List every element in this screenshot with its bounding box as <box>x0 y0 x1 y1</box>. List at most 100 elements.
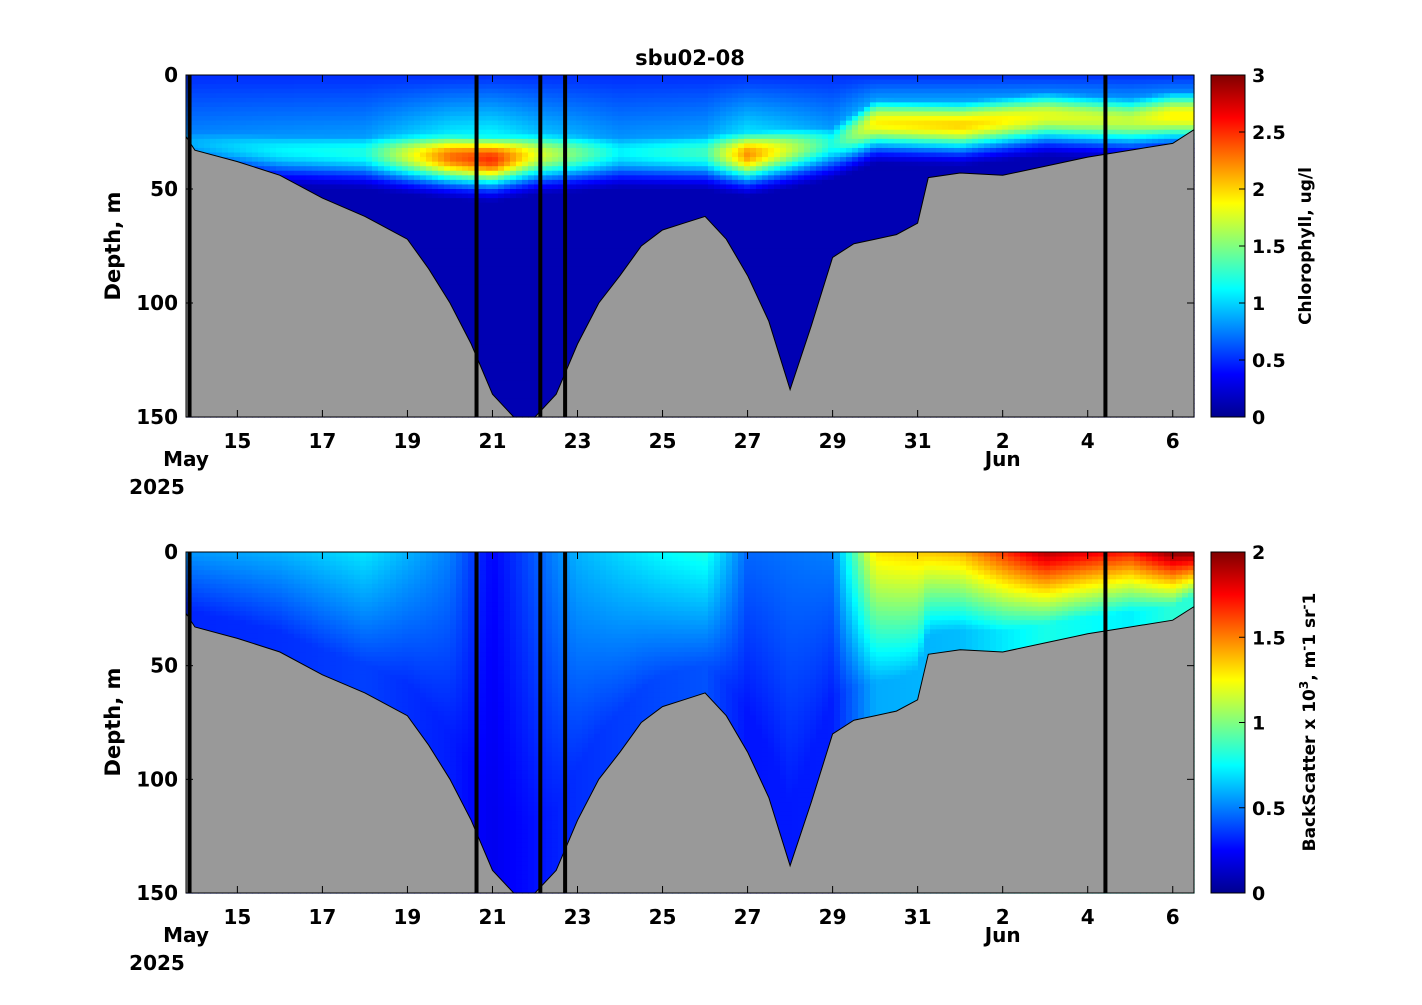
heatmap-cell <box>540 321 547 327</box>
heatmap-cell <box>360 79 367 85</box>
heatmap-cell <box>426 79 433 85</box>
heatmap-cell <box>546 325 553 331</box>
heatmap-cell <box>546 261 553 268</box>
heatmap-cell <box>486 202 493 208</box>
heatmap-cell <box>492 152 499 158</box>
heatmap-cell <box>534 157 541 163</box>
heatmap-cell <box>486 84 493 90</box>
heatmap-cell <box>438 207 445 213</box>
heatmap-cell <box>492 275 499 281</box>
heatmap-cell <box>462 111 469 117</box>
heatmap-cell <box>510 166 517 172</box>
heatmap-cell <box>510 116 517 122</box>
heatmap-cell <box>468 75 475 81</box>
heatmap-cell <box>504 284 511 290</box>
heatmap-cell <box>498 307 505 313</box>
heatmap-cell <box>480 75 487 81</box>
heatmap-cell <box>276 75 283 81</box>
heatmap-cell <box>276 134 283 140</box>
heatmap-cell <box>408 211 415 217</box>
heatmap-cell <box>354 93 361 99</box>
heatmap-cell <box>558 129 565 135</box>
heatmap-cell <box>546 366 553 372</box>
heatmap-cell <box>246 125 253 131</box>
heatmap-cell <box>516 321 523 327</box>
heatmap-cell <box>546 97 553 103</box>
heatmap-cell <box>432 266 439 272</box>
heatmap-cell <box>378 198 385 204</box>
heatmap-cell <box>504 385 511 391</box>
heatmap-cell <box>444 116 451 122</box>
heatmap-cell <box>480 220 487 227</box>
heatmap-cell <box>516 371 523 377</box>
heatmap-cell <box>264 138 271 144</box>
heatmap-cell <box>396 93 403 99</box>
heatmap-cell <box>486 271 493 277</box>
heatmap-cell <box>564 234 571 240</box>
heatmap-cell <box>504 207 511 213</box>
heatmap-cell <box>396 134 403 140</box>
heatmap-cell <box>426 220 433 227</box>
heatmap-cell <box>210 102 217 108</box>
heatmap-cell <box>504 120 511 126</box>
heatmap-cell <box>528 385 535 391</box>
heatmap-cell <box>570 234 577 240</box>
heatmap-cell <box>516 252 523 258</box>
heatmap-cell <box>390 179 397 186</box>
heatmap-cell <box>480 157 487 163</box>
heatmap-cell <box>516 170 523 176</box>
heatmap-cell <box>354 120 361 126</box>
heatmap-cell <box>396 129 403 135</box>
heatmap-cell <box>246 106 253 113</box>
heatmap-cell <box>582 93 589 99</box>
heatmap-cell <box>570 102 577 108</box>
heatmap-cell <box>450 184 457 190</box>
heatmap-cell <box>552 202 559 208</box>
heatmap-cell <box>570 79 577 85</box>
heatmap-cell <box>354 193 361 199</box>
heatmap-cell <box>552 385 559 391</box>
heatmap-cell <box>540 116 547 122</box>
heatmap-cell <box>528 344 535 350</box>
heatmap-cell <box>564 243 571 249</box>
heatmap-cell <box>546 330 553 336</box>
heatmap-cell <box>396 220 403 227</box>
heatmap-cell <box>348 161 355 167</box>
heatmap-cell <box>480 102 487 108</box>
heatmap-cell <box>210 79 217 85</box>
heatmap-cell <box>480 129 487 135</box>
heatmap-cell <box>264 111 271 117</box>
heatmap-cell <box>402 84 409 90</box>
heatmap-cell <box>438 175 445 181</box>
heatmap-cell <box>546 353 553 359</box>
heatmap-cell <box>354 129 361 135</box>
heatmap-cell <box>480 275 487 281</box>
heatmap-cell <box>198 116 205 122</box>
heatmap-cell <box>504 175 511 181</box>
heatmap-cell <box>240 93 247 99</box>
heatmap-cell <box>534 394 541 400</box>
heatmap-cell <box>516 189 523 195</box>
heatmap-cell <box>522 175 529 181</box>
heatmap-cell <box>462 239 469 245</box>
heatmap-cell <box>198 147 205 154</box>
heatmap-cell <box>468 312 475 318</box>
heatmap-cell <box>492 147 499 154</box>
heatmap-cell <box>480 357 487 363</box>
heatmap-cell <box>294 88 301 94</box>
heatmap-cell <box>546 79 553 85</box>
heatmap-cell <box>354 116 361 122</box>
heatmap-cell <box>432 271 439 277</box>
heatmap-cell <box>378 79 385 85</box>
heatmap-cell <box>408 79 415 85</box>
heatmap-cell <box>528 252 535 258</box>
heatmap-cell <box>426 120 433 126</box>
heatmap-cell <box>558 198 565 204</box>
heatmap-cell <box>210 111 217 117</box>
heatmap-cell <box>336 134 343 140</box>
heatmap-cell <box>438 97 445 103</box>
heatmap-cell <box>252 93 259 99</box>
heatmap-cell <box>264 129 271 135</box>
heatmap-cell <box>282 170 289 176</box>
heatmap-cell <box>492 230 499 236</box>
